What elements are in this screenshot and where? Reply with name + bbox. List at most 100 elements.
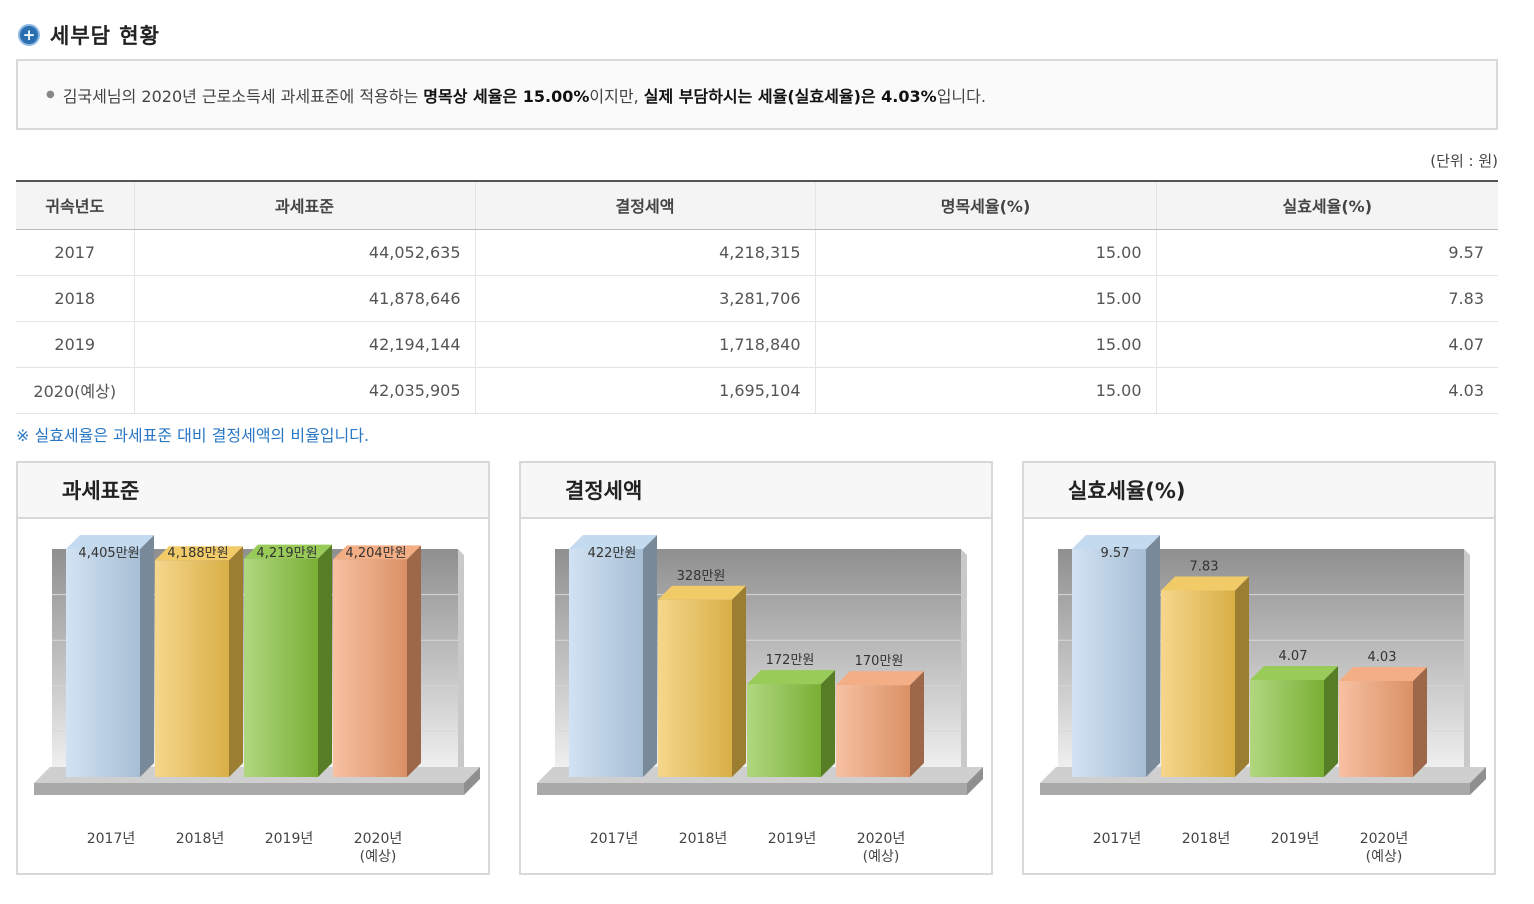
bar-front — [66, 549, 140, 777]
chart-panel-tax-base: 과세표준 4,405만원 2017년 4,188만원 2018년 4,219만원 2019… — [16, 461, 490, 875]
bar-front — [155, 560, 229, 777]
summary-part2: 이지만, — [589, 86, 644, 106]
x-tick-label: 2019년 — [265, 831, 314, 847]
chart-floor-side — [1470, 767, 1486, 795]
bar-2020년 — [836, 671, 924, 777]
cell-nominal-rate: 15.00 — [814, 275, 1156, 322]
cell-year: 2019 — [16, 321, 134, 368]
tax-table: 귀속년도 과세표준 결정세액 명목세율(%) 실효세율(%) 2017 44,0… — [16, 180, 1498, 414]
summary-part1: 김국세님의 2020년 근로소득세 과세표준에 적용하는 — [62, 86, 424, 106]
bullet-icon: ● — [46, 89, 55, 100]
table-header-row: 귀속년도 과세표준 결정세액 명목세율(%) 실효세율(%) — [16, 180, 1498, 230]
col-header-tax-amount: 결정세액 — [474, 180, 815, 230]
cell-effective-rate: 4.07 — [1155, 321, 1498, 368]
bar-side — [910, 671, 924, 777]
bar-2019년 — [747, 670, 835, 777]
cell-nominal-rate: 15.00 — [814, 321, 1156, 368]
bar-value-label: 328만원 — [677, 569, 726, 584]
table-row: 2019 42,194,144 1,718,840 15.00 4.07 — [16, 321, 1498, 368]
bar-2020년 — [333, 545, 421, 777]
cell-tax-base: 42,194,144 — [133, 321, 475, 368]
cell-tax-base: 41,878,646 — [133, 275, 475, 322]
bar-top — [155, 546, 243, 561]
bar-front — [569, 549, 643, 777]
chart-panel-effective-rate: 실효세율(%) 9.57 2017년 7.83 2018년 4.07 2019년 4.03 2… — [1022, 461, 1496, 875]
bar-side — [407, 545, 421, 777]
cell-year: 2018 — [16, 275, 134, 322]
bar-2017년 — [66, 535, 154, 777]
bar-value-label: 4,219만원 — [256, 546, 317, 561]
bar-2019년 — [244, 544, 332, 777]
bar-top — [658, 585, 746, 600]
plus-circle-icon: + — [18, 24, 40, 46]
bar-top — [1339, 666, 1427, 681]
col-header-tax-base: 과세표준 — [133, 180, 475, 230]
x-tick-label: 2018년 — [176, 831, 225, 847]
bar-side — [1146, 535, 1160, 777]
x-tick-label: 2019년 — [768, 831, 817, 847]
bar-value-label: 170만원 — [855, 654, 904, 669]
bar-side — [140, 535, 154, 777]
chart-floor-side — [464, 767, 480, 795]
bar-top — [1072, 535, 1160, 549]
table-row: 2020(예상) 42,035,905 1,695,104 15.00 4.03 — [16, 367, 1498, 414]
table-row: 2018 41,878,646 3,281,706 15.00 7.83 — [16, 275, 1498, 322]
bar-side — [318, 544, 332, 777]
summary-box: ● 김국세님의 2020년 근로소득세 과세표준에 적용하는 명목상 세율은 1… — [16, 59, 1498, 130]
bar-front — [1072, 549, 1146, 777]
plot-side-wall — [1464, 549, 1470, 777]
cell-tax-amount: 3,281,706 — [474, 275, 815, 322]
cell-effective-rate: 4.03 — [1155, 367, 1498, 414]
x-tick-label: 2018년 — [1182, 831, 1231, 847]
chart-floor-side — [967, 767, 983, 795]
cell-nominal-rate: 15.00 — [814, 367, 1156, 414]
x-tick-label: 2020년 — [1360, 831, 1409, 847]
bar-front — [1161, 590, 1235, 777]
x-tick-label: 2018년 — [679, 831, 728, 847]
bar-side — [229, 546, 243, 777]
chart-floor-edge — [34, 783, 464, 795]
cell-tax-amount: 1,695,104 — [474, 367, 815, 414]
plot-side-wall — [961, 549, 967, 777]
bar-value-label: 4,204만원 — [345, 546, 406, 561]
bar-top — [747, 670, 835, 685]
cell-effective-rate: 9.57 — [1155, 229, 1498, 276]
bar-value-label: 4,405만원 — [78, 546, 139, 561]
bar-2018년 — [658, 585, 746, 777]
footnote: ※ 실효세율은 과세표준 대비 결정세액의 비율입니다. — [16, 426, 370, 445]
chart-tax-amount: 422만원 2017년 328만원 2018년 172만원 2019년 170만원 2020년… — [537, 535, 983, 865]
plot-side-wall — [458, 549, 464, 777]
x-tick-label: 2017년 — [590, 831, 639, 847]
chart-effective-rate: 9.57 2017년 7.83 2018년 4.07 2019년 4.03 2020년 (예상) — [1040, 535, 1486, 865]
bar-front — [1339, 680, 1413, 777]
bar-front — [747, 684, 821, 777]
bar-top — [1250, 666, 1338, 681]
x-tick-label: 2020년 — [857, 831, 906, 847]
cell-tax-base: 42,035,905 — [133, 367, 475, 414]
table-row: 2017 44,052,635 4,218,315 15.00 9.57 — [16, 229, 1498, 276]
summary-nominal-rate: 명목상 세율은 15.00% — [423, 86, 590, 106]
x-tick-label: 2020년 — [354, 831, 403, 847]
bar-2020년 — [1339, 666, 1427, 777]
summary-part3: 입니다. — [936, 86, 986, 106]
bar-front — [1250, 680, 1324, 777]
cell-year: 2020(예상) — [16, 367, 134, 414]
x-tick-label: 2017년 — [1093, 831, 1142, 847]
bar-2018년 — [155, 546, 243, 777]
summary-effective-rate: 실제 부담하시는 세율(실효세율)은 4.03% — [643, 86, 937, 106]
bar-top — [333, 545, 421, 560]
bar-value-label: 422만원 — [588, 546, 637, 561]
bar-2017년 — [1072, 535, 1160, 777]
chart-title: 실효세율(%) — [1024, 463, 1494, 519]
cell-tax-amount: 1,718,840 — [474, 321, 815, 368]
col-header-year: 귀속년도 — [16, 180, 134, 230]
bar-value-label: 9.57 — [1101, 546, 1130, 561]
bar-2019년 — [1250, 666, 1338, 777]
bar-value-label: 4.03 — [1368, 650, 1397, 665]
bar-side — [821, 670, 835, 777]
chart-floor-edge — [537, 783, 967, 795]
bar-2018년 — [1161, 576, 1249, 777]
unit-label: (단위 : 원) — [1430, 152, 1498, 170]
chart-title: 과세표준 — [18, 463, 488, 519]
bar-front — [333, 559, 407, 777]
